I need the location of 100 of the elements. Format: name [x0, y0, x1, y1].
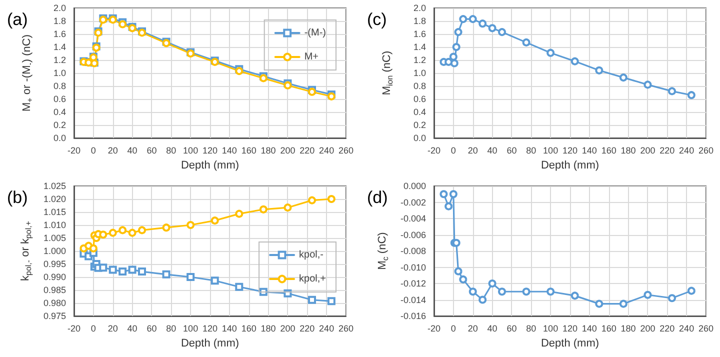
- x-tick-label: 160: [241, 324, 256, 334]
- y-tick-label: 1.0: [413, 68, 426, 78]
- y-tick-label: 0.8: [413, 81, 426, 91]
- x-tick-label: -20: [67, 146, 81, 156]
- x-tick-label: 160: [241, 146, 256, 156]
- x-axis-title: Depth (mm): [540, 160, 600, 172]
- x-tick-label: 140: [582, 324, 597, 334]
- x-tick-label: 220: [300, 324, 315, 334]
- y-tick-label: -0.006: [400, 230, 426, 240]
- y-tick-label: 0.975: [43, 311, 66, 321]
- y-tick-label: 0.995: [43, 259, 66, 269]
- x-tick-label: 80: [166, 146, 176, 156]
- y-tick-label: 0.985: [43, 285, 66, 295]
- x-tick-label: 260: [338, 146, 354, 156]
- y-axis-title: Mc (nC): [376, 232, 390, 270]
- x-tick-label: 260: [698, 146, 714, 156]
- x-tick-label: 100: [183, 324, 198, 334]
- chart-title: (c): [367, 10, 387, 29]
- x-tick-label: -20: [67, 324, 81, 334]
- x-tick-label: 140: [222, 146, 237, 156]
- y-tick-label: -0.004: [400, 214, 426, 224]
- y-tick-label: 0.4: [413, 107, 426, 117]
- x-tick-label: 0: [90, 324, 96, 334]
- x-tick-label: 120: [202, 324, 218, 334]
- x-tick-label: 140: [222, 324, 237, 334]
- x-tick-label: 60: [506, 146, 517, 156]
- y-tick-label: 0.4: [53, 107, 66, 117]
- y-tick-label: 0.0: [413, 133, 426, 143]
- x-tick-label: 80: [526, 146, 536, 156]
- y-tick-label: 2.0: [413, 3, 426, 13]
- x-tick-label: 180: [620, 146, 636, 156]
- legend-label: -(M-): [304, 28, 326, 38]
- y-axis-title: kpol,- or kpol,+: [20, 220, 34, 282]
- y-tick-label: 2.0: [53, 3, 66, 13]
- y-tick-label: 0.8: [53, 81, 66, 91]
- y-tick-label: 0.990: [43, 272, 66, 282]
- y-tick-label: 0.2: [53, 120, 66, 130]
- y-tick-label: -0.002: [400, 197, 426, 208]
- y-tick-label: 1.005: [43, 233, 66, 243]
- x-tick-label: 120: [562, 146, 578, 156]
- y-tick-label: 0.000: [403, 181, 426, 191]
- x-tick-label: 200: [640, 146, 656, 156]
- x-tick-label: 0: [90, 146, 96, 156]
- x-tick-label: 200: [280, 324, 296, 334]
- x-tick-label: 240: [679, 324, 694, 334]
- y-tick-label: 0.2: [413, 120, 426, 130]
- x-tick-label: -20: [427, 324, 441, 334]
- y-tick-label: 1.8: [413, 16, 426, 26]
- y-tick-label: 1.0: [53, 68, 66, 78]
- y-axis-title: Mion (nC): [381, 50, 394, 96]
- x-axis-title: Depth (mm): [180, 338, 240, 350]
- x-tick-label: 100: [543, 324, 558, 334]
- x-tick-label: 40: [127, 146, 138, 156]
- x-tick-label: 240: [319, 146, 334, 156]
- x-tick-label: 240: [679, 146, 694, 156]
- y-tick-label: -0.010: [400, 262, 426, 272]
- y-tick-label: 1.020: [43, 194, 66, 204]
- y-tick-label: -0.014: [400, 294, 426, 305]
- y-tick-label: 1.2: [53, 55, 66, 65]
- x-tick-label: 200: [640, 324, 656, 334]
- x-tick-label: 120: [562, 324, 578, 334]
- x-tick-label: 60: [146, 146, 157, 156]
- y-tick-label: 1.000: [43, 246, 66, 256]
- x-tick-label: 20: [108, 146, 118, 156]
- y-tick-label: 0.980: [43, 298, 66, 308]
- y-tick-label: -0.008: [400, 246, 426, 256]
- x-tick-label: 60: [146, 324, 157, 334]
- x-tick-label: 20: [108, 324, 118, 334]
- x-tick-label: 40: [127, 324, 138, 334]
- y-tick-label: 1.010: [43, 220, 66, 230]
- x-tick-label: 180: [620, 324, 636, 334]
- x-tick-label: 220: [660, 324, 675, 334]
- y-tick-label: 1.6: [413, 29, 426, 39]
- y-tick-label: 1.015: [43, 207, 66, 217]
- x-tick-label: 240: [319, 324, 334, 334]
- legend-label: kpol,+: [299, 274, 326, 284]
- x-tick-label: -20: [427, 146, 441, 156]
- y-tick-label: 1.025: [43, 181, 66, 191]
- x-tick-label: 220: [660, 146, 675, 156]
- x-axis-title: Depth (mm): [540, 338, 600, 350]
- y-tick-label: 1.6: [53, 29, 66, 39]
- x-tick-label: 260: [698, 324, 714, 334]
- x-tick-label: 100: [183, 146, 198, 156]
- y-tick-label: 1.4: [413, 42, 426, 52]
- y-tick-label: 1.2: [413, 55, 426, 65]
- x-tick-label: 20: [468, 146, 478, 156]
- y-tick-label: -0.016: [400, 311, 426, 321]
- x-tick-label: 100: [543, 146, 558, 156]
- legend-label: M+: [304, 52, 319, 62]
- x-tick-label: 80: [526, 324, 536, 334]
- chart-title: (a): [7, 10, 28, 29]
- x-tick-label: 160: [601, 324, 616, 334]
- x-tick-label: 220: [300, 146, 315, 156]
- x-tick-label: 80: [166, 324, 176, 334]
- y-tick-label: 0.6: [53, 94, 66, 104]
- x-tick-label: 260: [338, 324, 354, 334]
- y-tick-label: 1.4: [53, 42, 66, 52]
- y-tick-label: -0.012: [400, 278, 426, 288]
- y-tick-label: 0.0: [53, 133, 66, 143]
- y-axis-title: M+ or -(M-) (nC): [21, 34, 34, 112]
